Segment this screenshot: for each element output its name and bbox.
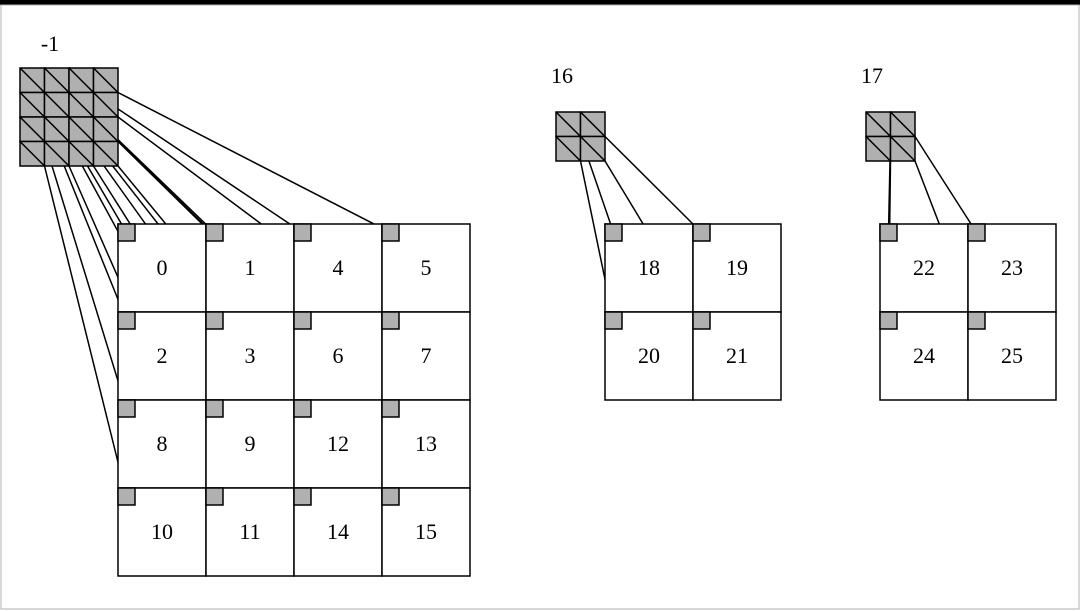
group-a-label: 10 (151, 519, 173, 544)
group-c-label: 24 (913, 343, 935, 368)
group-a-label: 11 (239, 519, 260, 544)
group-a-label: 0 (157, 255, 168, 280)
group-a-label: 14 (327, 519, 349, 544)
group-b-tab (605, 224, 622, 241)
group-a-label: 8 (157, 431, 168, 456)
group-a-tab (382, 312, 399, 329)
group-b-header: 16 (551, 63, 573, 88)
group-a-label: 7 (421, 343, 432, 368)
group-a-header: -1 (41, 31, 59, 56)
group-b-label: 18 (638, 255, 660, 280)
group-a-tab (206, 312, 223, 329)
group-a-connector (45, 166, 127, 497)
group-a-label: 4 (333, 255, 344, 280)
group-a-label: 5 (421, 255, 432, 280)
group-c-tab (968, 224, 985, 241)
group-a-tab (382, 488, 399, 505)
group-a-label: 3 (245, 343, 256, 368)
group-c-tab (880, 312, 897, 329)
group-a-tab (294, 312, 311, 329)
group-a-tab (294, 488, 311, 505)
group-a-connector (118, 93, 391, 233)
group-a-label: 12 (327, 431, 349, 456)
group-a-tab (118, 488, 135, 505)
group-a-tab (118, 400, 135, 417)
top-bar (0, 0, 1080, 5)
group-b-tab (693, 224, 710, 241)
group-b-label: 21 (726, 343, 748, 368)
group-b-tab (605, 312, 622, 329)
group-a-tab (206, 488, 223, 505)
group-c-label: 23 (1001, 255, 1023, 280)
group-a-connector (45, 142, 127, 409)
group-a-tab (294, 400, 311, 417)
group-b-tab (693, 312, 710, 329)
group-a-label: 6 (333, 343, 344, 368)
group-b-label: 19 (726, 255, 748, 280)
group-a-tab (118, 224, 135, 241)
group-a-label: 13 (415, 431, 437, 456)
diagram-svg: -101452367891213101114151618192021172223… (0, 0, 1080, 611)
group-c-tab (880, 224, 897, 241)
group-b-label: 20 (638, 343, 660, 368)
group-c-label: 25 (1001, 343, 1023, 368)
group-a-label: 15 (415, 519, 437, 544)
group-a-tab (382, 224, 399, 241)
group-a-connector (94, 93, 303, 233)
group-a-label: 2 (157, 343, 168, 368)
group-a-tab (294, 224, 311, 241)
group-a-tab (206, 400, 223, 417)
group-a-label: 9 (245, 431, 256, 456)
group-a-label: 1 (245, 255, 256, 280)
group-c-label: 22 (913, 255, 935, 280)
group-c-header: 17 (861, 63, 883, 88)
group-a-tab (206, 224, 223, 241)
group-a-tab (382, 400, 399, 417)
group-c-tab (968, 312, 985, 329)
diagram-viewport: -101452367891213101114151618192021172223… (0, 0, 1080, 611)
group-a-tab (118, 312, 135, 329)
